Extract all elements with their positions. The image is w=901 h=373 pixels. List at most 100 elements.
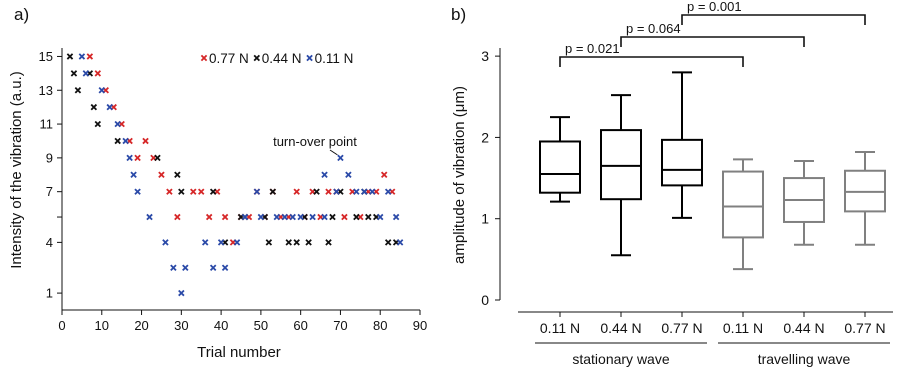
turn-over-annotation: turn-over point [273,134,357,149]
panel-a-x-tick-label: 80 [373,318,387,333]
data-point [325,188,332,195]
panel-b-label: b) [451,5,466,24]
panel-a-y-tick-label: 1 [46,286,53,301]
panel-a-x-tick-label: 20 [134,318,148,333]
data-point [78,53,86,60]
data-point [345,171,352,179]
turn-over-pointer [329,149,338,156]
data-point [384,188,392,195]
panel-b-y-tick-label: 1 [481,211,489,227]
data-point [376,213,384,221]
data-point [289,213,296,221]
box-4 [783,159,825,246]
box-iqr [539,140,581,194]
box-3 [722,158,764,271]
significance-label: p = 0.001 [687,0,742,14]
box-5 [844,151,886,246]
data-point [257,213,265,221]
data-point [158,171,165,179]
data-point [154,154,161,162]
data-point [82,70,90,77]
legend-marker [200,54,208,62]
panel-a-x-tick-label: 60 [293,318,307,333]
data-point [86,53,94,60]
group-label: stationary wave [572,351,669,367]
box-0 [539,116,581,203]
data-point [114,120,121,128]
data-point [205,213,213,221]
significance-bracket [559,56,744,67]
data-point [130,171,137,179]
data-point [94,70,102,77]
data-point [94,120,102,128]
data-point [253,188,261,195]
data-point [297,213,304,221]
box-iqr [722,170,764,239]
data-point [384,239,392,246]
data-point [325,239,332,246]
data-point [341,213,348,221]
panel-b-y-tick-label: 3 [481,48,489,64]
data-point [333,188,340,195]
data-point [178,289,185,297]
significance-bracket [620,36,805,47]
significance-label: p = 0.064 [626,21,681,36]
group-label: travelling wave [758,351,851,367]
data-point [170,264,177,271]
data-point [273,213,281,221]
data-point [361,188,368,195]
legend-label: 0.77 N [209,51,249,66]
panel-b-y-tick-label: 2 [481,129,489,145]
data-point [166,188,173,195]
data-point [106,103,113,111]
data-point [337,154,344,162]
panel-a-y-tick-label: 4 [46,235,53,250]
data-point [209,264,217,271]
panel-a-y-axis-label: Intensity of the vibration (a.u.) [8,71,25,269]
box-1 [600,94,642,257]
data-point [162,239,169,246]
data-point [321,171,328,179]
panel-a-x-tick-label: 50 [254,318,268,333]
data-point [353,188,360,195]
data-point [329,213,336,221]
data-point [142,137,149,145]
data-point [134,188,141,195]
data-point [182,264,189,271]
data-point [217,239,225,246]
data-point [90,103,98,111]
data-point [174,171,181,179]
data-point [293,188,300,195]
data-point [126,154,133,162]
data-point [70,70,78,77]
panel-a-y-tick-label: 13 [39,83,53,98]
data-point [321,213,328,221]
panel-a-y-tick-label: 15 [39,49,53,64]
panel-b-boxplot: b) amplitude of vibration (μm) 0 1 2 3 0.11… [451,0,893,367]
data-point [98,87,106,94]
legend-label: 0.11 N [315,51,354,66]
panel-a-x-tick-label: 10 [95,318,109,333]
data-point [209,188,217,195]
data-point [305,239,312,246]
data-point [313,188,320,195]
data-point [241,213,249,221]
data-point [265,239,273,246]
legend-marker [306,54,313,62]
data-point [380,171,388,179]
category-label: 0.77 N [661,320,702,336]
significance-bracket [681,14,866,25]
data-point [269,188,277,195]
panel-a-x-tick-label: 30 [174,318,188,333]
panel-a-x-tick-label: 70 [333,318,347,333]
data-point [221,213,229,221]
panel-a-x-axis-label: Trial number [197,344,281,361]
data-point [365,213,372,221]
panel-a-y-tick-label: 7 [46,184,53,199]
data-point [174,213,181,221]
data-point [233,239,241,246]
category-label: 0.44 N [600,320,641,336]
data-point [178,188,185,195]
data-point [114,137,121,145]
box-iqr [661,138,703,187]
